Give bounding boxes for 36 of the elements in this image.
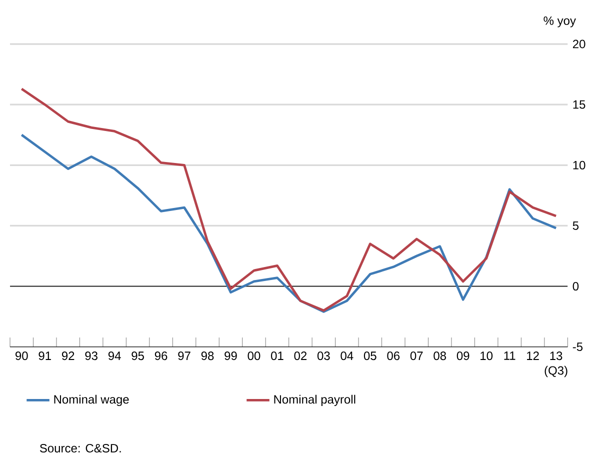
x-tick-label: 03 — [317, 352, 330, 360]
x-tick-label: 02 — [294, 352, 307, 360]
x-tick-label: 92 — [62, 352, 74, 360]
line-series — [20, 134, 558, 313]
y-tick-label: 5 — [572, 222, 579, 230]
x-tick-label: 13 (Q3) — [544, 352, 568, 378]
legend-label: Nominal wage — [54, 394, 129, 406]
x-tick-label: 97 — [178, 352, 190, 360]
x-tick-label: 09 — [456, 352, 470, 360]
x-tick-label: 11 — [504, 352, 516, 360]
x-tick-label: 05 — [364, 352, 376, 360]
x-tick-label: 94 — [108, 352, 121, 360]
y-tick-label: -5 — [572, 342, 583, 352]
y-tick-label: 20 — [572, 40, 586, 48]
legend-label: Nominal payroll — [274, 394, 356, 406]
x-tick-label: 91 — [38, 352, 51, 360]
line-series — [20, 88, 558, 312]
x-tick-label: 01 — [270, 352, 284, 360]
x-tick-label: 08 — [434, 352, 446, 360]
source-note: Source: C&SD. — [40, 444, 121, 453]
x-tick-label: 12 — [527, 352, 539, 360]
y-tick-label: 0 — [572, 282, 579, 291]
y-tick-label: 15 — [573, 100, 586, 109]
x-tick-label: 10 — [480, 352, 493, 360]
y-tick-label: 10 — [573, 160, 586, 170]
x-tick-label: 06 — [387, 352, 400, 360]
x-tick-label: 98 — [201, 352, 214, 360]
x-tick-label: 04 — [340, 352, 354, 360]
x-tick-label: 95 — [132, 352, 144, 360]
x-tick-label: 96 — [154, 352, 168, 360]
x-tick-label: 99 — [224, 352, 237, 360]
x-tick-label: 90 — [16, 352, 28, 360]
x-tick-label: 93 — [85, 352, 98, 360]
x-tick-label: 00 — [248, 352, 260, 360]
y-axis-title: % yoy — [544, 16, 576, 28]
x-tick-label: 07 — [410, 352, 423, 360]
